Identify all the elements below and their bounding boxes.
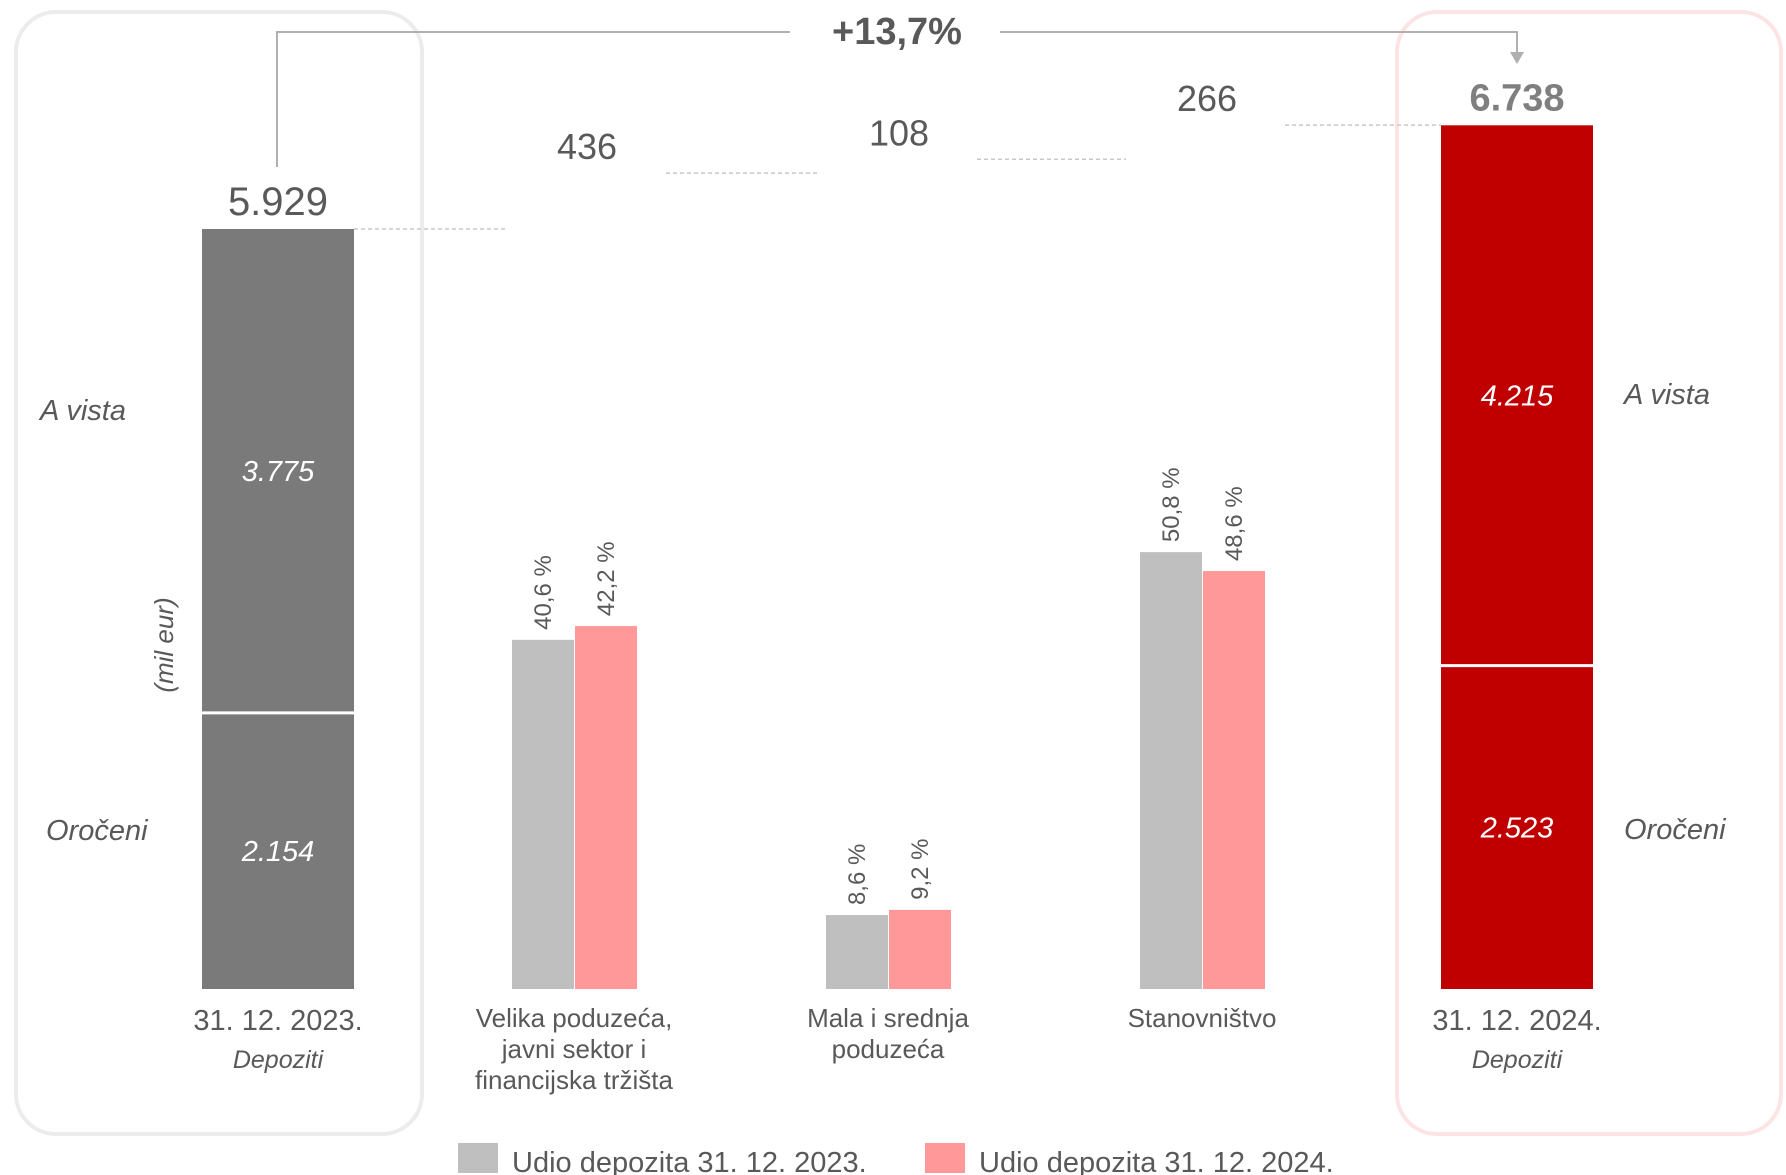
start-oroceni-label: Oročeni xyxy=(46,815,149,847)
category-label: financijska tržišta xyxy=(475,1065,673,1095)
end-segment-label: 4.215 xyxy=(1481,380,1554,412)
growth-bracket-right xyxy=(1000,31,1518,52)
end-date-label: 31. 12. 2024. xyxy=(1432,1005,1601,1037)
category-label: Mala i srednja xyxy=(807,1003,969,1033)
share-value-label: 8,6 % xyxy=(844,844,871,905)
growth-label: +13,7% xyxy=(832,11,962,53)
start-date-label: 31. 12. 2023. xyxy=(193,1005,362,1037)
start-total-label: 5.929 xyxy=(228,180,328,224)
category-label: Stanovništvo xyxy=(1128,1003,1277,1033)
category-label: javni sektor i xyxy=(501,1034,647,1064)
legend-label-2024: Udio depozita 31. 12. 2024. xyxy=(979,1147,1334,1175)
category-label: poduzeća xyxy=(832,1034,945,1064)
end-total-label: 6.738 xyxy=(1469,77,1564,119)
category-label: Velika poduzeća, xyxy=(476,1003,673,1033)
legend-label-2023: Udio depozita 31. 12. 2023. xyxy=(512,1147,867,1175)
share-bar-2024 xyxy=(889,909,951,989)
end-segment-label: 2.523 xyxy=(1480,812,1554,844)
end-bar-oroceni xyxy=(1441,665,1593,989)
legend-swatch-2023 xyxy=(458,1143,498,1173)
frame-2024 xyxy=(1395,10,1783,1136)
share-value-label: 9,2 % xyxy=(907,839,934,900)
start-bar-oroceni xyxy=(202,712,354,989)
end-bar-a-vista xyxy=(1441,125,1593,666)
end-oroceni-label: Oročeni xyxy=(1624,814,1727,846)
start-segment-label: 2.154 xyxy=(241,836,315,868)
legend-swatch-2024 xyxy=(925,1143,965,1173)
growth-arrow-icon xyxy=(1510,52,1524,64)
share-value-label: 50,8 % xyxy=(1158,467,1185,542)
start-subtitle-label: Depoziti xyxy=(233,1046,325,1074)
end-a-vista-label: A vista xyxy=(1622,379,1710,411)
start-a-vista-label: A vista xyxy=(38,395,126,427)
increment-label: 108 xyxy=(869,112,929,153)
share-value-label: 42,2 % xyxy=(593,541,620,616)
start-bar-a-vista xyxy=(202,229,354,713)
share-bar-2023 xyxy=(512,639,574,989)
share-bar-2024 xyxy=(575,626,637,989)
share-bar-2023 xyxy=(826,915,888,989)
share-bar-2024 xyxy=(1203,571,1265,989)
start-segment-label: 3.775 xyxy=(242,456,315,488)
growth-bracket-left xyxy=(276,31,790,167)
frame-2023 xyxy=(14,10,424,1136)
share-value-label: 48,6 % xyxy=(1221,486,1248,561)
unit-label: (mil eur) xyxy=(149,597,179,692)
share-value-label: 40,6 % xyxy=(530,555,557,630)
end-subtitle-label: Depoziti xyxy=(1472,1046,1564,1074)
increment-label: 436 xyxy=(557,126,617,167)
share-bar-2023 xyxy=(1140,552,1202,989)
increment-label: 266 xyxy=(1177,78,1237,119)
